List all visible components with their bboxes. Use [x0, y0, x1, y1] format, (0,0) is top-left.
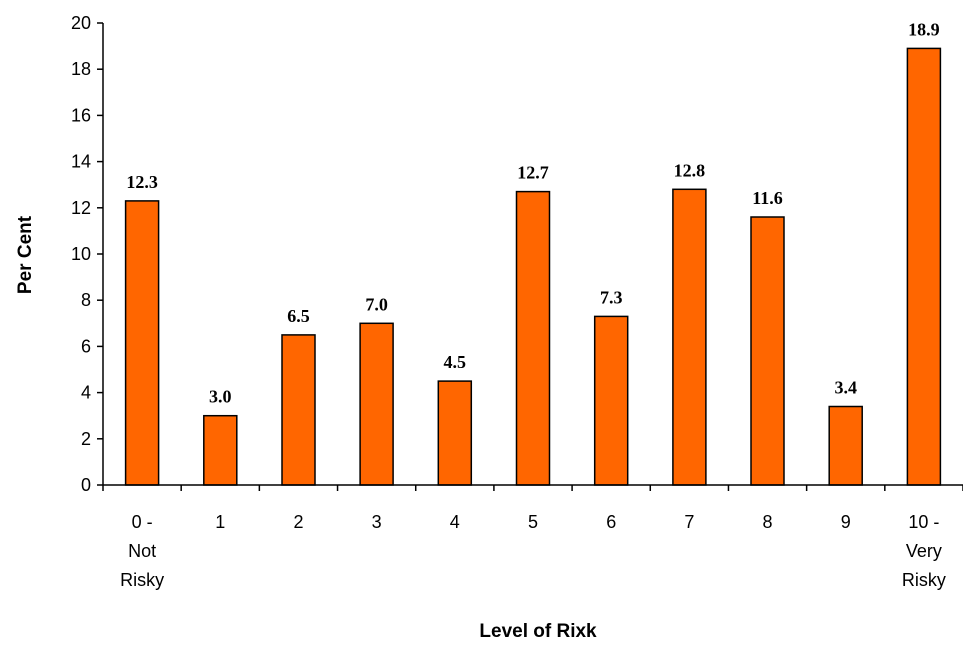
x-tick-label-1: 1: [215, 512, 225, 532]
y-tick-label-9: 18: [71, 59, 91, 79]
x-tick-label-10: 10 -Very Risky: [902, 512, 946, 590]
bars: [124, 47, 942, 486]
x-tick-label-2: 2: [293, 512, 303, 532]
data-label-0: 12.3: [126, 172, 158, 192]
x-tick-label-8: 8: [762, 512, 772, 532]
y-tick-label-10: 20: [71, 13, 91, 33]
data-label-2: 6.5: [287, 306, 310, 326]
data-label-3: 7.0: [365, 294, 388, 314]
bar-8: [750, 216, 785, 486]
x-tick-label-6: 6: [606, 512, 616, 532]
y-axis-title: Per Cent: [15, 215, 36, 294]
bar-2: [281, 334, 316, 486]
labels: 12.3 3.0 6.5 7.0 4.5 12.7 7.3 12.8 11.6 3.4 18.9 0 2…: [71, 13, 946, 590]
bar-5: [515, 190, 551, 486]
bar-0: [124, 200, 160, 486]
data-label-9: 3.4: [834, 378, 857, 398]
bar-7: [672, 188, 707, 486]
x-tick-label-4: 4: [450, 512, 460, 532]
x-axis-title: Level of Rixk: [479, 621, 597, 642]
y-tick-label-8: 16: [71, 105, 91, 125]
axes: [97, 22, 963, 491]
bar-10: [906, 47, 942, 486]
y-tick-label-5: 10: [71, 244, 91, 264]
data-label-10: 18.9: [908, 19, 940, 39]
y-tick-label-0: 0: [81, 475, 91, 495]
data-label-5: 12.7: [517, 163, 549, 183]
x-tick-label-7: 7: [684, 512, 694, 532]
y-tick-label-3: 6: [81, 336, 91, 356]
y-tick-label-7: 14: [71, 152, 91, 172]
data-label-4: 4.5: [444, 352, 467, 372]
y-tick-label-2: 4: [81, 383, 91, 403]
bar-9: [828, 405, 863, 486]
x-tick-label-5: 5: [528, 512, 538, 532]
data-label-6: 7.3: [600, 287, 623, 307]
data-label-7: 12.8: [674, 160, 706, 180]
data-label-8: 11.6: [752, 188, 783, 208]
bar-4: [437, 380, 473, 486]
bar-1: [203, 414, 238, 486]
x-tick-label-9: 9: [841, 512, 851, 532]
data-label-1: 3.0: [209, 387, 232, 407]
y-tick-label-1: 2: [81, 429, 91, 449]
y-tick-label-6: 12: [71, 198, 91, 218]
x-tick-label-3: 3: [372, 512, 382, 532]
bar-3: [359, 322, 394, 486]
x-tick-label-0: 0 -Not Risky: [120, 512, 164, 590]
y-tick-label-4: 8: [81, 290, 91, 310]
bar-6: [593, 315, 629, 486]
